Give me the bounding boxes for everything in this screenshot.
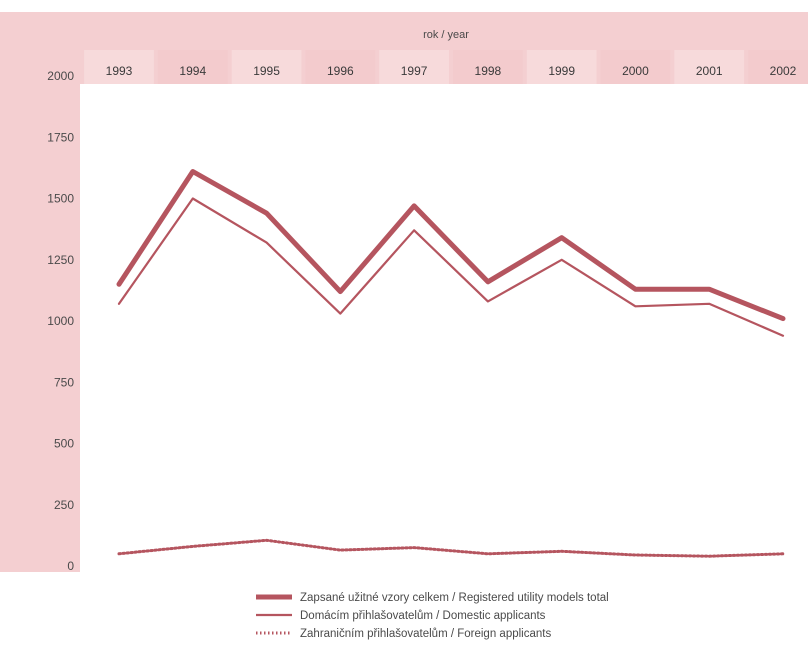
- series-line-3: [117, 538, 785, 558]
- y-tick-label: 1000: [47, 314, 74, 328]
- series-layer: [116, 169, 786, 558]
- y-tick-label: 750: [54, 375, 74, 389]
- legend-label: Zahraničním přihlašovatelům / Foreign ap…: [300, 628, 551, 640]
- year-cell: [231, 50, 302, 84]
- y-tick-label: 1750: [47, 130, 74, 144]
- x-tick-label: 1998: [475, 64, 502, 78]
- year-cell: [453, 50, 523, 84]
- x-tick-label: 2001: [696, 64, 723, 78]
- legend: Zapsané užitné vzory celkem / Registered…: [256, 592, 609, 640]
- year-cell: [600, 50, 671, 84]
- y-tick-label: 0: [67, 559, 74, 573]
- y-tick-label: 1250: [47, 253, 74, 267]
- x-tick-label: 1994: [179, 64, 206, 78]
- year-cell: [674, 50, 745, 84]
- year-cell: [526, 50, 597, 84]
- y-tick-label: 250: [54, 498, 74, 512]
- legend-label: Zapsané užitné vzory celkem / Registered…: [300, 592, 609, 604]
- left-axis-band: [0, 12, 80, 572]
- series-line-2: [117, 197, 785, 337]
- year-cell: [84, 50, 154, 84]
- background-bands: [0, 12, 808, 572]
- x-axis-title: rok / year: [423, 29, 469, 41]
- x-tick-label: 1999: [548, 64, 575, 78]
- year-cell: [157, 50, 228, 84]
- x-tick-label: 1993: [106, 64, 133, 78]
- legend-label: Domácím přihlašovatelům / Domestic appli…: [300, 610, 546, 622]
- x-tick-label: 1996: [327, 64, 354, 78]
- x-tick-label: 2000: [622, 64, 649, 78]
- x-tick-label: 2002: [770, 64, 797, 78]
- year-cell: [379, 50, 449, 84]
- x-axis-ticks: 1993 1994 1995 1996 1997 1998 1999 2000 2001 2002: [106, 64, 797, 78]
- y-tick-label: 500: [54, 437, 74, 451]
- series-line-1: [116, 169, 786, 322]
- x-tick-label: 1997: [401, 64, 428, 78]
- year-cell: [305, 50, 376, 84]
- year-cells: [84, 50, 808, 84]
- x-tick-label: 1995: [253, 64, 280, 78]
- y-tick-label: 1500: [47, 192, 74, 206]
- y-tick-label: 2000: [47, 69, 74, 83]
- y-axis-ticks: 0 250 500 750 1000 1250 1500 1750 2000: [47, 69, 74, 573]
- year-cell: [748, 50, 808, 84]
